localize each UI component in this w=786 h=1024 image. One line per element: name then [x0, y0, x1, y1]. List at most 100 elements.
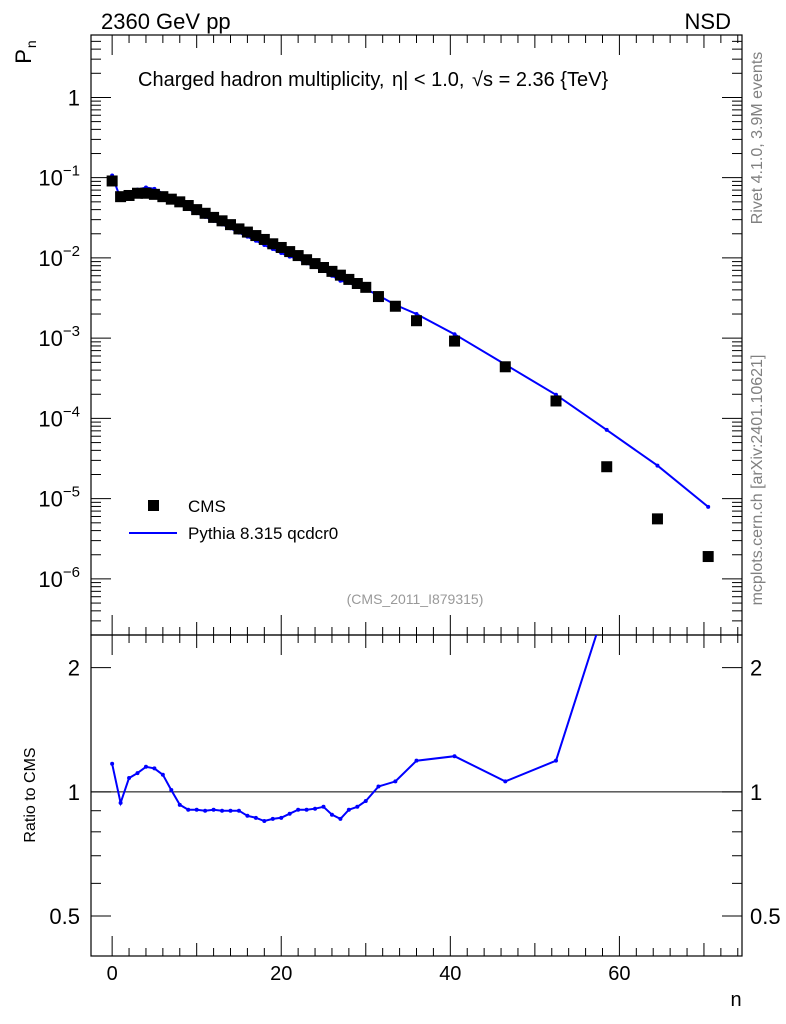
cms-data-point — [258, 233, 270, 245]
pythia-ratio-point — [393, 779, 398, 784]
mcplots-side-label: mcplots.cern.ch [arXiv:2401.10621] — [749, 355, 766, 606]
cms-data-point — [651, 513, 663, 525]
pythia-ratio-point — [220, 808, 225, 813]
cms-data-point — [389, 300, 401, 312]
main-y-tick-label: 1 — [68, 85, 80, 110]
main-cms-series — [106, 175, 714, 563]
ratio-y-tick-label: 0.5 — [49, 904, 80, 929]
pythia-ratio-line — [111, 635, 598, 823]
pythia-ratio-point — [194, 807, 199, 812]
pythia-ratio-point — [279, 815, 284, 820]
cms-data-point — [334, 269, 346, 281]
ratio-plot-frame — [90, 634, 743, 957]
pythia-main-point — [452, 332, 457, 337]
ratio-y-tick-label-right: 0.5 — [750, 904, 781, 929]
main-chart-title: Charged hadron multiplicity, η| < 1.0, √… — [138, 69, 608, 91]
legend-pythia-label: Pythia 8.315 qcdcr0 — [188, 524, 338, 543]
cms-data-point — [148, 188, 160, 200]
cms-data-point — [199, 207, 211, 219]
ratio-y-tick-label-right: 2 — [750, 656, 762, 681]
pythia-ratio-point — [376, 784, 381, 789]
pythia-ratio-point — [160, 772, 165, 777]
x-tick-label: 0 — [107, 963, 118, 985]
cms-data-point — [411, 315, 422, 327]
pythia-ratio-point — [186, 807, 191, 812]
cms-data-point — [601, 461, 613, 473]
pythia-ratio-point — [414, 758, 419, 763]
pythia-main-point — [655, 463, 660, 468]
cms-data-point — [182, 200, 194, 212]
main-y-tick-label: 10−3 — [38, 323, 80, 351]
pythia-main-line — [111, 175, 709, 508]
pythia-ratio-point — [245, 813, 250, 818]
cms-data-point — [343, 273, 355, 285]
cms-data-point — [275, 241, 287, 253]
main-y-tick-label: 10−5 — [38, 484, 80, 512]
pythia-ratio-point — [321, 804, 326, 809]
pythia-ratio-point — [262, 818, 267, 823]
pythia-ratio-point — [236, 808, 241, 813]
pythia-ratio-point — [355, 804, 360, 809]
cms-data-point — [301, 254, 313, 266]
pythia-ratio-point — [152, 766, 157, 771]
cms-data-point — [284, 246, 296, 258]
pythia-ratio-point — [270, 816, 275, 821]
ratio-y-tick-labels: 0.5 0.5 1 1 2 2 — [49, 656, 780, 929]
legend-cms-marker — [148, 500, 159, 511]
pythia-ratio-point — [338, 816, 343, 821]
header-right-label: NSD — [685, 9, 731, 34]
cms-data-point — [225, 219, 236, 231]
ratio-axis-ticks — [91, 635, 742, 957]
pythia-ratio-point — [363, 799, 368, 804]
cms-data-point — [499, 361, 511, 373]
pythia-ratio-point — [118, 800, 123, 805]
cms-data-point — [360, 281, 372, 293]
cms-data-point — [326, 265, 338, 277]
main-axis-ticks — [91, 34, 742, 636]
main-y-tick-label: 10−4 — [38, 403, 80, 431]
cms-data-point — [123, 189, 135, 201]
cms-data-point — [250, 230, 262, 242]
cms-data-point — [140, 187, 152, 199]
cms-data-point — [216, 215, 228, 227]
analysis-watermark: (CMS_2011_I879315) — [347, 591, 484, 607]
pythia-ratio-point — [296, 807, 301, 812]
x-tick-label: 40 — [439, 963, 461, 985]
cms-data-point — [241, 226, 253, 238]
cms-data-point — [449, 335, 461, 347]
ratio-y-axis-label: Ratio to CMS — [22, 747, 39, 842]
cms-data-point — [208, 211, 220, 223]
main-y-axis-label-sub: n — [23, 40, 39, 48]
cms-data-point — [267, 238, 279, 250]
ratio-y-tick-label: 2 — [68, 656, 80, 681]
cms-data-point — [372, 291, 384, 303]
pythia-ratio-point — [452, 754, 457, 759]
cms-data-point — [106, 175, 118, 187]
pythia-main-point — [706, 504, 711, 509]
header-left-label: 2360 GeV pp — [101, 9, 231, 34]
pythia-ratio-point — [329, 812, 334, 817]
pythia-ratio-point — [605, 600, 609, 604]
cms-data-point — [174, 196, 186, 208]
pythia-ratio-point — [554, 758, 558, 763]
pythia-ratio-point — [228, 808, 233, 813]
ratio-y-tick-label: 1 — [68, 780, 80, 805]
title-sqrt: √ — [472, 69, 483, 91]
title-cut: | < 1.0, — [403, 69, 464, 91]
pythia-ratio-point — [313, 806, 318, 811]
pythia-ratio-point — [135, 771, 140, 776]
pythia-ratio-point — [177, 802, 182, 807]
title-energy: = 2.36 {TeV} — [499, 69, 609, 91]
x-axis-label: n — [730, 989, 741, 1011]
pythia-ratio-point — [169, 788, 174, 793]
cms-data-point — [233, 223, 245, 235]
main-y-tick-labels: 10−6 10−5 10−4 10−3 10−2 10−1 1 — [38, 85, 80, 591]
cms-data-point — [132, 187, 143, 199]
cms-data-point — [550, 395, 562, 407]
x-tick-label: 60 — [608, 963, 630, 985]
ratio-x-tick-labels: 0 20 40 60 — [107, 963, 631, 985]
cms-data-point — [115, 191, 127, 203]
pythia-ratio-point — [503, 779, 508, 784]
pythia-ratio-point — [143, 764, 148, 769]
